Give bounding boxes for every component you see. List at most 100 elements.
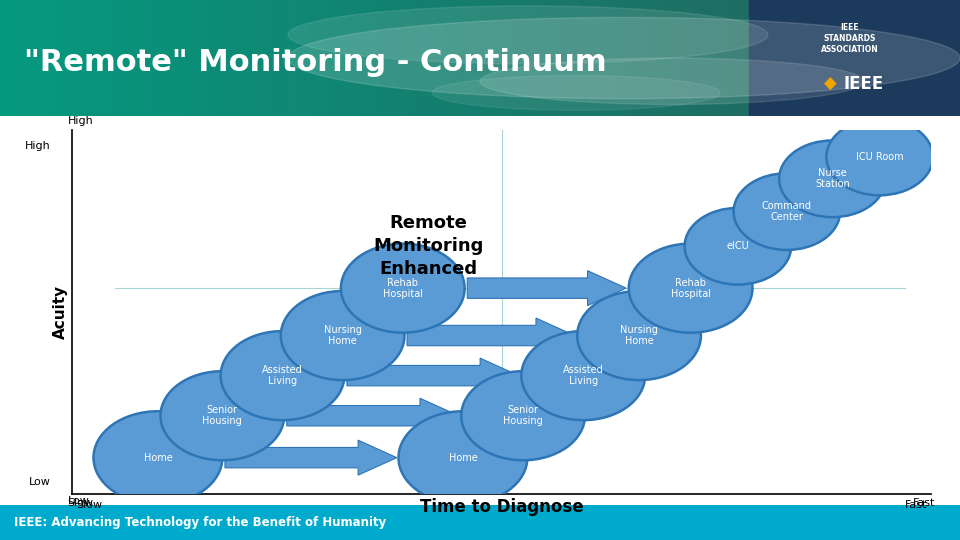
Bar (480, 0, 484, 116)
Text: Remote
Monitoring
Enhanced: Remote Monitoring Enhanced (373, 214, 484, 278)
Ellipse shape (684, 208, 791, 285)
Text: ICU Room: ICU Room (855, 152, 903, 162)
Text: Slow: Slow (68, 498, 94, 508)
Bar (607, 0, 611, 116)
Bar (115, 0, 119, 116)
Polygon shape (225, 440, 396, 475)
Bar (223, 0, 227, 116)
Bar (131, 0, 134, 116)
Bar (526, 0, 530, 116)
Bar (269, 0, 273, 116)
Bar (488, 0, 492, 116)
Bar (353, 0, 357, 116)
Text: Nursing
Home: Nursing Home (324, 325, 362, 346)
Bar (369, 0, 372, 116)
Bar (19, 0, 23, 116)
Bar (46, 0, 50, 116)
Text: IEEE: Advancing Technology for the Benefit of Humanity: IEEE: Advancing Technology for the Benef… (14, 516, 387, 529)
Bar (138, 0, 142, 116)
Text: Senior
Housing: Senior Housing (203, 405, 242, 427)
Bar (246, 0, 250, 116)
Bar (530, 0, 534, 116)
Bar (238, 0, 242, 116)
Text: IEEE: IEEE (844, 75, 884, 92)
Text: Assisted
Living: Assisted Living (262, 365, 302, 386)
Circle shape (288, 6, 768, 64)
Bar (453, 0, 457, 116)
Bar (361, 0, 365, 116)
Text: Home: Home (448, 453, 477, 463)
Text: High: High (25, 140, 51, 151)
Ellipse shape (827, 119, 933, 195)
Circle shape (288, 17, 960, 99)
Text: IEEE
STANDARDS
ASSOCIATION: IEEE STANDARDS ASSOCIATION (821, 23, 878, 55)
Text: Rehab
Hospital: Rehab Hospital (383, 278, 422, 299)
Bar (315, 0, 319, 116)
Ellipse shape (461, 371, 585, 460)
Bar (31, 0, 35, 116)
Bar (346, 0, 349, 116)
Bar (284, 0, 288, 116)
Bar (265, 0, 269, 116)
Bar (741, 0, 745, 116)
Bar (718, 0, 722, 116)
Bar (541, 0, 545, 116)
Bar (522, 0, 526, 116)
Bar (499, 0, 503, 116)
Bar (92, 0, 96, 116)
Text: Rehab
Hospital: Rehab Hospital (671, 278, 710, 299)
Bar (330, 0, 334, 116)
Bar (338, 0, 342, 116)
Bar (303, 0, 307, 116)
Y-axis label: Acuity: Acuity (53, 285, 68, 339)
Bar (553, 0, 557, 116)
Bar (726, 0, 730, 116)
Bar (8, 0, 12, 116)
Bar (457, 0, 461, 116)
Bar (695, 0, 699, 116)
Bar (664, 0, 668, 116)
Text: Slow: Slow (76, 500, 103, 510)
Bar (637, 0, 641, 116)
Bar (753, 0, 756, 116)
Bar (549, 0, 553, 116)
Bar (219, 0, 223, 116)
Bar (27, 0, 31, 116)
Ellipse shape (93, 411, 223, 504)
Text: Nurse
Station: Nurse Station (815, 168, 850, 190)
Bar (484, 0, 488, 116)
Text: "Remote" Monitoring - Continuum: "Remote" Monitoring - Continuum (24, 48, 607, 77)
Bar (207, 0, 211, 116)
Text: High: High (68, 116, 93, 126)
Bar (411, 0, 415, 116)
Bar (507, 0, 511, 116)
Bar (119, 0, 123, 116)
Bar (58, 0, 61, 116)
Bar (65, 0, 69, 116)
Bar (38, 0, 42, 116)
Text: Senior
Housing: Senior Housing (503, 405, 543, 427)
Ellipse shape (221, 331, 345, 420)
Bar (730, 0, 733, 116)
Bar (419, 0, 422, 116)
Bar (35, 0, 38, 116)
Bar (614, 0, 618, 116)
Bar (503, 0, 507, 116)
Bar (561, 0, 564, 116)
Ellipse shape (733, 173, 840, 250)
Bar (545, 0, 549, 116)
Bar (154, 0, 157, 116)
Bar (261, 0, 265, 116)
Bar (0, 0, 4, 116)
Bar (403, 0, 407, 116)
Bar (200, 0, 204, 116)
Bar (73, 0, 77, 116)
Bar (81, 0, 84, 116)
Bar (760, 0, 764, 116)
Bar (349, 0, 353, 116)
Bar (714, 0, 718, 116)
Text: Low: Low (29, 477, 51, 487)
Bar (557, 0, 561, 116)
Bar (326, 0, 330, 116)
Bar (388, 0, 392, 116)
